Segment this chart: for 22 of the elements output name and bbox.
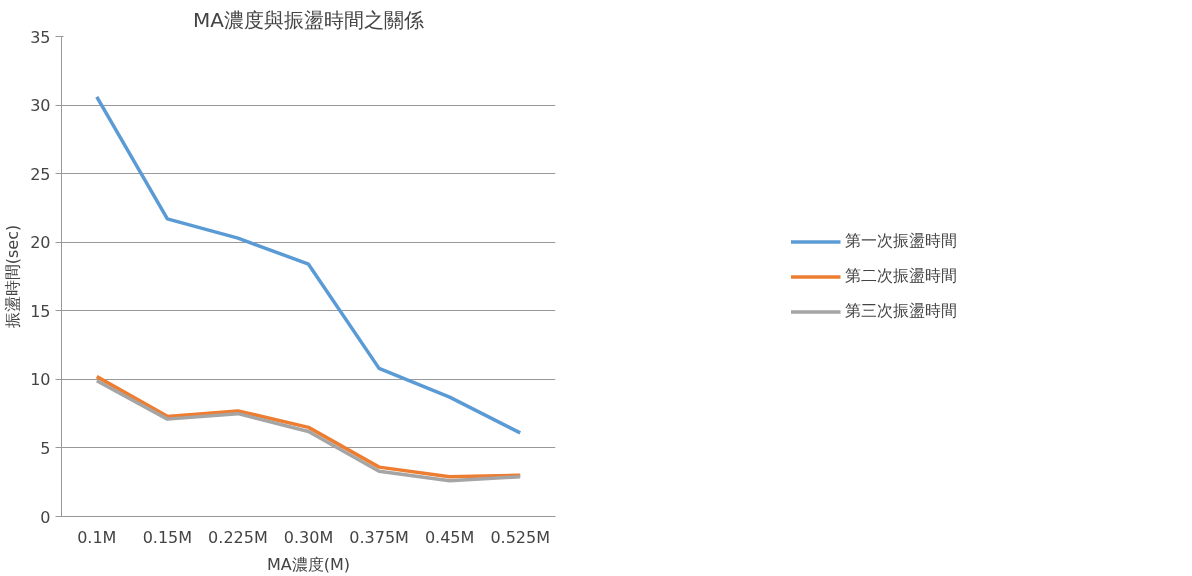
x-tick-label: 0.30M [283, 527, 334, 547]
legend-label: 第一次振盪時間 [845, 230, 957, 252]
y-tick-label: 10 [30, 370, 51, 390]
chart-title: MA濃度與振盪時間之關係 [193, 7, 424, 32]
line-series [95, 95, 522, 435]
y-tick-label: 15 [30, 301, 51, 321]
legend-label: 第二次振盪時間 [845, 265, 957, 287]
y-tick-label: 20 [30, 233, 51, 253]
x-tick-label: 0.525M [490, 527, 551, 547]
x-tick-label: 0.225M [208, 527, 268, 547]
y-tick-label: 0 [40, 507, 51, 527]
x-tick-label: 0.45M [424, 527, 475, 547]
x-tick-label: 0.15M [142, 527, 193, 547]
x-tick-label: 0.1M [77, 527, 117, 547]
y-tick-label: 5 [40, 438, 51, 458]
legend-label: 第三次振盪時間 [845, 300, 957, 322]
y-tick-label: 30 [30, 96, 51, 116]
y-tick-label: 25 [30, 164, 51, 184]
x-axis-title: MA濃度(M) [266, 554, 351, 574]
y-tick-label: 35 [30, 27, 51, 47]
y-axis-title: 振盪時間(sec) [3, 224, 23, 329]
x-tick-label: 0.375M [349, 527, 409, 547]
